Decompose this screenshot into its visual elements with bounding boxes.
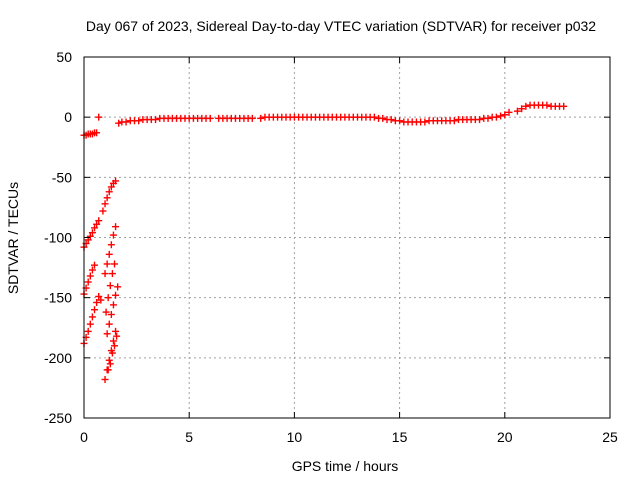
data-point: [450, 117, 458, 125]
axes-layer: 0 5 10 15 20 25 -250 -200 -150 -100 -50 0 50: [44, 49, 618, 445]
y-tick-label: -100: [44, 230, 72, 246]
data-point: [108, 270, 116, 278]
data-point: [476, 116, 484, 124]
data-point: [122, 118, 130, 126]
y-tick-label: -50: [52, 169, 72, 185]
y-tick-label: -250: [44, 410, 72, 426]
data-point: [111, 342, 119, 350]
data-point: [107, 241, 115, 249]
data-point: [95, 217, 103, 225]
data-point: [505, 108, 513, 116]
data-point: [103, 260, 111, 268]
x-tick-label: 5: [185, 429, 193, 445]
data-point: [103, 330, 111, 338]
data-point: [106, 282, 114, 290]
y-tick-label: -150: [44, 290, 72, 306]
data-point: [112, 291, 120, 299]
data-point: [105, 188, 113, 196]
data-point: [109, 301, 117, 309]
x-tick-label: 0: [80, 429, 88, 445]
data-point: [84, 278, 92, 286]
data-point: [257, 114, 265, 122]
data-point: [421, 118, 429, 126]
data-point: [101, 200, 109, 208]
data-point: [91, 261, 99, 269]
y-tick-label: 0: [64, 109, 72, 125]
data-point: [206, 114, 214, 122]
data-point: [101, 375, 109, 383]
data-point: [109, 337, 117, 345]
data-point: [84, 327, 92, 335]
data-point: [105, 356, 113, 364]
data-point: [91, 224, 99, 232]
data-point: [379, 114, 387, 122]
data-point: [543, 101, 551, 109]
data-point: [248, 114, 256, 122]
y-tick-label: -200: [44, 350, 72, 366]
data-point: [114, 283, 122, 291]
data-point: [112, 327, 120, 335]
data-point: [103, 194, 111, 202]
data-point: [101, 270, 109, 278]
data-point: [497, 112, 505, 120]
data-point: [104, 366, 112, 374]
data-point: [104, 294, 112, 302]
data-point: [109, 231, 117, 239]
y-axis-label: SDTVAR / TECUs: [5, 182, 21, 294]
data-point: [86, 272, 94, 280]
data-point: [95, 113, 103, 121]
data-point: [88, 313, 96, 321]
data-point: [86, 320, 94, 328]
x-axis-label: GPS time / hours: [292, 458, 399, 474]
y-tick-label: 50: [56, 49, 72, 65]
data-point: [102, 308, 110, 316]
data-point: [111, 260, 119, 268]
chart-title: Day 067 of 2023, Sidereal Day-to-day VTE…: [86, 18, 596, 34]
data-point: [115, 119, 123, 127]
data-point: [105, 250, 113, 258]
data-point: [107, 311, 115, 319]
data-point: [484, 114, 492, 122]
data-point: [93, 298, 101, 306]
data-point: [93, 129, 101, 137]
data-point: [501, 111, 509, 119]
data-point: [152, 116, 160, 124]
data-point: [93, 220, 101, 228]
data-point: [107, 183, 115, 191]
data-point: [370, 113, 378, 121]
data-point: [518, 105, 526, 113]
data-point: [95, 292, 103, 300]
data-point: [88, 229, 96, 237]
data-point: [108, 349, 116, 357]
data-point: [396, 117, 404, 125]
data-point: [112, 177, 120, 185]
x-tick-label: 20: [497, 429, 513, 445]
data-point: [113, 332, 121, 340]
data-point: [387, 116, 395, 124]
x-tick-label: 10: [287, 429, 303, 445]
data-point: [88, 266, 96, 274]
data-point: [135, 117, 143, 125]
data-point: [86, 232, 94, 240]
data-point: [522, 102, 530, 110]
x-tick-label: 25: [602, 429, 618, 445]
data-point: [513, 107, 521, 115]
data-point: [97, 296, 105, 304]
data-point: [105, 320, 113, 328]
data-point: [99, 207, 107, 215]
data-point: [560, 102, 568, 110]
data-point: [492, 113, 500, 121]
x-tick-label: 15: [392, 429, 408, 445]
data-point: [91, 306, 99, 314]
data-points-layer: [80, 101, 568, 383]
data-point: [106, 360, 114, 368]
data-point: [112, 223, 120, 231]
